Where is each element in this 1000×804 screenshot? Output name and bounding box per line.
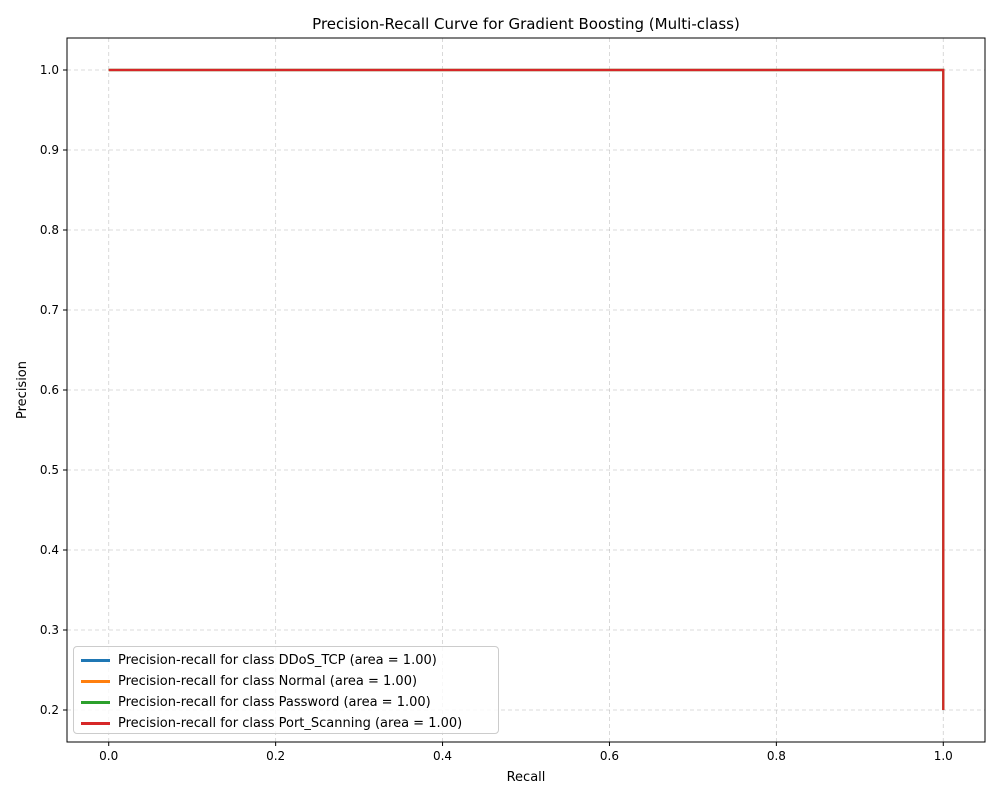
y-axis-label: Precision (15, 361, 30, 419)
y-tick-label: 0.2 (40, 703, 59, 717)
y-tick-label: 0.6 (40, 383, 59, 397)
chart-title: Precision-Recall Curve for Gradient Boos… (312, 15, 740, 33)
legend-swatch-ddos-tcp (81, 659, 110, 662)
x-tick-label: 0.6 (600, 749, 619, 763)
y-tick-label: 0.4 (40, 543, 59, 557)
x-tick-label: 1.0 (934, 749, 953, 763)
axis-ticks: 0.0 0.2 0.4 0.6 0.8 1.0 0.2 0.3 0.4 0.5 0.6 0.7 0.8 0… (40, 63, 953, 763)
x-tick-label: 0.8 (767, 749, 786, 763)
legend-label-port-scanning: Precision-recall for class Port_Scanning… (118, 716, 463, 731)
legend-swatch-port-scanning (81, 722, 110, 725)
legend-entry-normal: Precision-recall for class Normal (area … (74, 671, 498, 692)
series-lines (108, 68, 945, 710)
legend-swatch-password (81, 701, 110, 704)
legend-entry-port-scanning: Precision-recall for class Port_Scanning… (74, 713, 498, 734)
x-tick-label: 0.2 (266, 749, 285, 763)
x-axis-label: Recall (507, 770, 546, 785)
grid-lines (67, 38, 985, 742)
legend-label-ddos-tcp: Precision-recall for class DDoS_TCP (are… (118, 653, 437, 668)
legend-entry-password: Precision-recall for class Password (are… (74, 692, 498, 713)
legend: Precision-recall for class DDoS_TCP (are… (73, 646, 499, 734)
legend-label-password: Precision-recall for class Password (are… (118, 695, 431, 710)
legend-entry-ddos-tcp: Precision-recall for class DDoS_TCP (are… (74, 650, 498, 671)
series-line-3 (108, 68, 945, 710)
x-tick-label: 0.0 (99, 749, 118, 763)
y-tick-label: 0.9 (40, 143, 59, 157)
x-tick-label: 0.4 (433, 749, 452, 763)
y-tick-label: 0.5 (40, 463, 59, 477)
y-tick-label: 0.8 (40, 223, 59, 237)
legend-label-normal: Precision-recall for class Normal (area … (118, 674, 418, 689)
y-tick-label: 1.0 (40, 63, 59, 77)
y-tick-label: 0.3 (40, 623, 59, 637)
y-tick-label: 0.7 (40, 303, 59, 317)
legend-swatch-normal (81, 680, 110, 683)
